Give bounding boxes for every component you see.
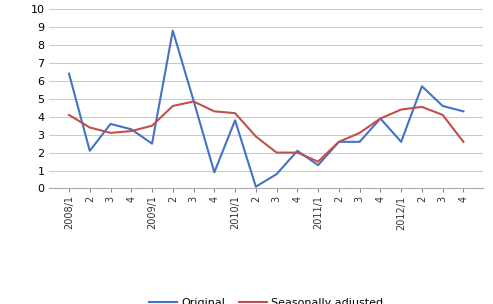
Original bbox=[128, 127, 134, 131]
Seasonally adjusted bbox=[398, 108, 404, 111]
Original bbox=[211, 171, 217, 174]
Seasonally adjusted bbox=[232, 111, 238, 115]
Original bbox=[419, 85, 425, 88]
Original bbox=[170, 29, 176, 33]
Seasonally adjusted bbox=[294, 151, 300, 154]
Seasonally adjusted bbox=[378, 117, 384, 120]
Seasonally adjusted bbox=[107, 131, 113, 135]
Seasonally adjusted bbox=[336, 140, 342, 144]
Seasonally adjusted bbox=[149, 124, 155, 128]
Seasonally adjusted bbox=[356, 131, 362, 135]
Seasonally adjusted bbox=[128, 129, 134, 133]
Seasonally adjusted bbox=[460, 140, 466, 144]
Original bbox=[440, 104, 446, 108]
Seasonally adjusted bbox=[87, 126, 93, 129]
Original bbox=[398, 140, 404, 144]
Original bbox=[356, 140, 362, 144]
Seasonally adjusted bbox=[211, 109, 217, 113]
Original bbox=[336, 140, 342, 144]
Original bbox=[149, 142, 155, 146]
Original bbox=[232, 119, 238, 122]
Seasonally adjusted bbox=[253, 135, 259, 138]
Original bbox=[274, 172, 280, 176]
Seasonally adjusted bbox=[191, 100, 197, 103]
Original bbox=[315, 163, 321, 167]
Original bbox=[294, 149, 300, 153]
Seasonally adjusted bbox=[315, 160, 321, 164]
Legend: Original, Seasonally adjusted: Original, Seasonally adjusted bbox=[145, 293, 387, 304]
Line: Seasonally adjusted: Seasonally adjusted bbox=[69, 102, 463, 162]
Seasonally adjusted bbox=[419, 105, 425, 109]
Seasonally adjusted bbox=[274, 151, 280, 154]
Original bbox=[378, 117, 384, 120]
Original bbox=[87, 149, 93, 153]
Original bbox=[66, 72, 72, 75]
Original bbox=[460, 109, 466, 113]
Line: Original: Original bbox=[69, 31, 463, 187]
Original bbox=[191, 99, 197, 102]
Seasonally adjusted bbox=[440, 113, 446, 117]
Seasonally adjusted bbox=[170, 104, 176, 108]
Seasonally adjusted bbox=[66, 113, 72, 117]
Original bbox=[253, 185, 259, 188]
Original bbox=[107, 122, 113, 126]
